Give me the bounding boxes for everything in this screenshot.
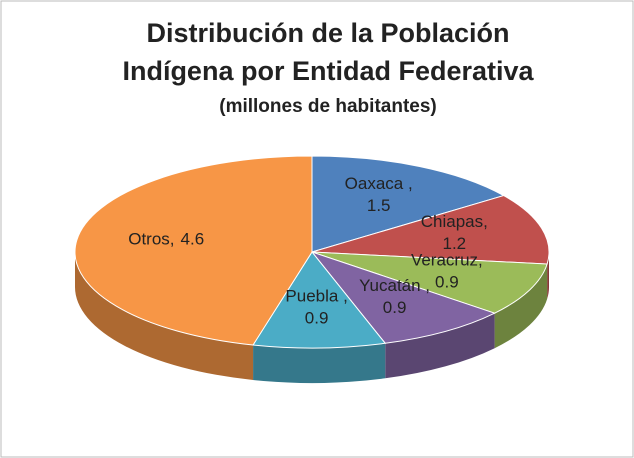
pie-slice-side — [494, 264, 548, 349]
pie-slice — [252, 251, 387, 349]
data-label-value: 0.9 — [305, 308, 329, 327]
data-label: Chiapas, 1.2 — [421, 212, 488, 253]
pie-sides — [75, 252, 549, 383]
data-label: Veracruz, 0.9 — [411, 251, 483, 292]
pie-tops — [74, 155, 550, 349]
chart-title-line: Indígena por Entidad Federativa — [122, 56, 534, 86]
pie-slice-side — [75, 252, 254, 380]
data-label-name: Veracruz, — [411, 251, 483, 270]
pie-slice — [311, 251, 548, 314]
pie-slice-side — [385, 313, 495, 379]
data-label: Puebla , 0.9 — [285, 286, 347, 327]
data-label-value: 0.9 — [383, 298, 407, 317]
pie-slice — [310, 250, 496, 344]
data-label-name: Otros, — [128, 230, 174, 249]
data-label: Oaxaca , 1.5 — [345, 174, 413, 215]
data-label-name: Yucatán , — [359, 276, 430, 295]
data-label: Otros, 4.6 — [128, 230, 204, 249]
pie-slice-side — [253, 343, 386, 383]
pie-slice — [74, 155, 313, 346]
chart-title-line: Distribución de la Población — [146, 18, 509, 48]
data-label-name: Puebla , — [285, 286, 347, 305]
data-label-value: 4.6 — [181, 230, 205, 249]
chart-subtitle: (millones de habitantes) — [219, 96, 436, 117]
pie-slice — [311, 195, 550, 265]
data-label-name: Oaxaca , — [345, 174, 413, 193]
data-label-name: Chiapas, — [421, 212, 488, 231]
pie-slice — [311, 155, 506, 253]
data-label: Yucatán , 0.9 — [359, 276, 430, 317]
data-label-value: 1.5 — [367, 196, 391, 215]
data-label-value: 0.9 — [435, 273, 459, 292]
data-label-value: 1.2 — [443, 234, 467, 253]
